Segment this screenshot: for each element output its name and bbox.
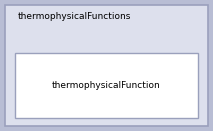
- Text: thermophysicalFunction: thermophysicalFunction: [52, 81, 161, 90]
- Text: thermophysicalFunctions: thermophysicalFunctions: [18, 12, 131, 21]
- FancyBboxPatch shape: [15, 53, 198, 118]
- FancyBboxPatch shape: [5, 5, 208, 126]
